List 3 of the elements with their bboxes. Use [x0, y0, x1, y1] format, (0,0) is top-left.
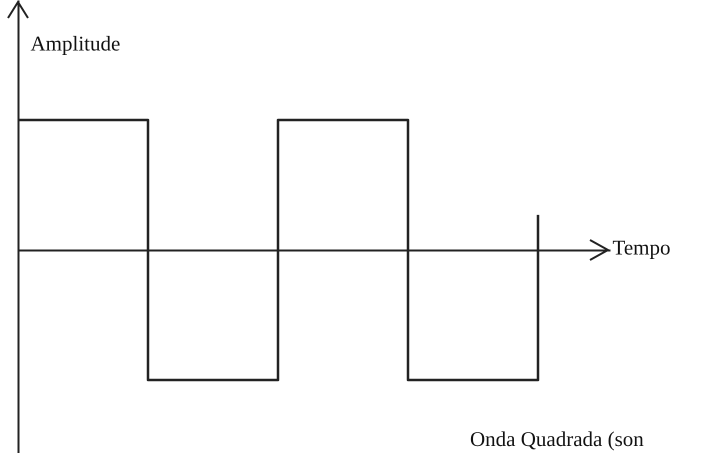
text: Onda Quadrada (son [470, 427, 644, 451]
x-axis-title: Tempo [612, 236, 671, 260]
y-axis-title: Amplitude [30, 32, 120, 56]
